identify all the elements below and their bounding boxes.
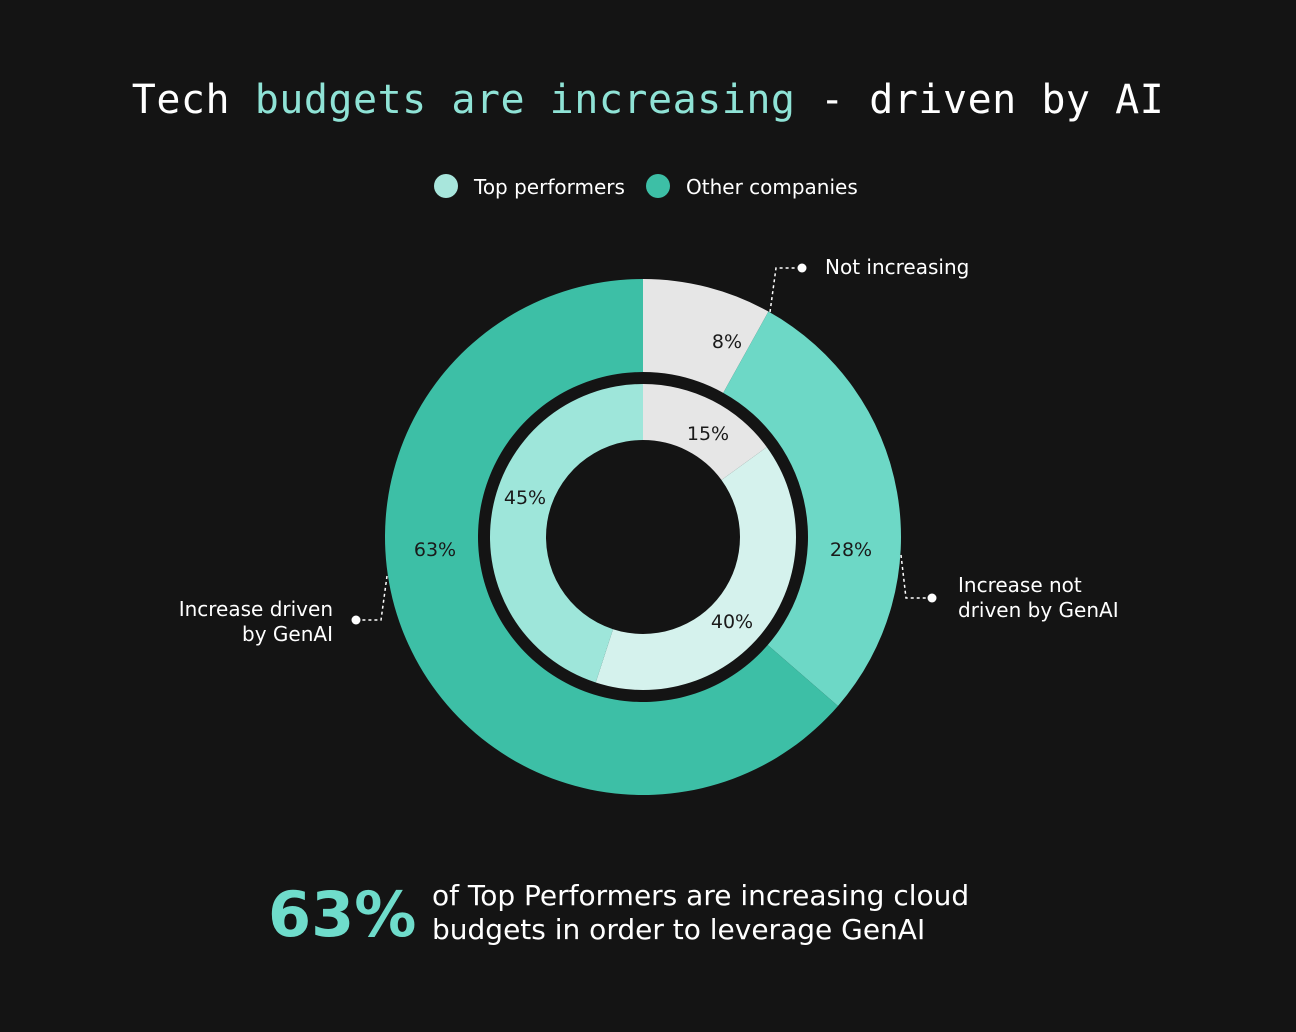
leader-dot xyxy=(927,593,937,603)
outer-segment-increase-not-genai xyxy=(723,311,902,706)
legend-swatch-top-performers xyxy=(434,174,458,198)
inner-segment-not-increasing xyxy=(643,384,767,480)
callout-not-increasing: Not increasing xyxy=(769,255,969,313)
outer-segment-not-increasing xyxy=(643,279,769,393)
inner-value-not-increasing: 15% xyxy=(687,423,729,445)
callout-label-line-2: driven by GenAI xyxy=(958,598,1119,622)
inner-segment-increase-not-genai xyxy=(595,447,797,690)
title-part-3: - driven by AI xyxy=(796,77,1165,123)
outer-value-increase-genai: 63% xyxy=(414,539,456,561)
inner-value-increase-not-genai: 40% xyxy=(711,611,753,633)
leader-dot xyxy=(351,615,361,625)
outer-ring xyxy=(384,279,902,796)
inner-value-increase-genai: 45% xyxy=(504,487,546,509)
callout-increase-not-genai: Increase not driven by GenAI xyxy=(900,554,1119,622)
legend: Top performers Other companies xyxy=(434,174,858,199)
legend-swatch-other-companies xyxy=(646,174,670,198)
leader-line xyxy=(358,575,388,621)
inner-segment-increase-genai xyxy=(489,384,643,683)
legend-label-top-performers: Top performers xyxy=(473,175,625,199)
title-part-2: budgets are increasing xyxy=(255,77,796,123)
callout-label: Not increasing xyxy=(825,255,969,279)
callout-label-line-1: Increase not xyxy=(958,573,1082,597)
leader-line xyxy=(900,554,930,599)
callout-label-line-1: Increase driven xyxy=(179,597,333,621)
stat-value: 63% xyxy=(268,878,416,951)
outer-value-not-increasing: 8% xyxy=(712,331,742,353)
outer-value-increase-not-genai: 28% xyxy=(830,539,872,561)
legend-label-other-companies: Other companies xyxy=(686,175,858,199)
leader-line xyxy=(769,267,800,313)
stat-text-line-1: of Top Performers are increasing cloud xyxy=(432,879,969,912)
title-part-1: Tech xyxy=(132,77,255,123)
leader-dot xyxy=(797,263,807,273)
chart-title: Tech budgets are increasing - driven by … xyxy=(132,77,1164,123)
outer-segment-increase-genai xyxy=(384,279,838,796)
stat-text-line-2: budgets in order to leverage GenAI xyxy=(432,913,925,946)
inner-ring xyxy=(489,384,797,690)
callout-label-line-2: by GenAI xyxy=(242,622,333,646)
callout-increase-genai: Increase driven by GenAI xyxy=(179,575,388,646)
